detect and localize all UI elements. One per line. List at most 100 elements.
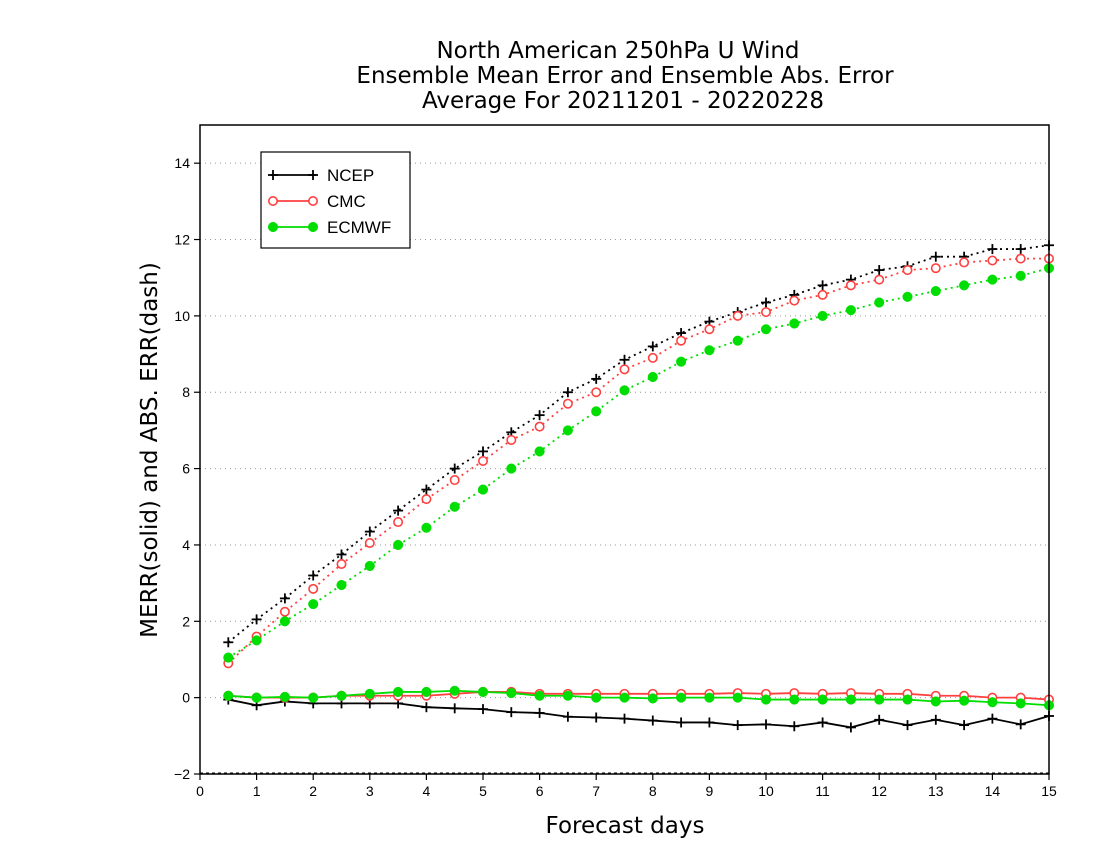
ecmwf-abs-error-point — [845, 305, 856, 316]
ecmwf-mean-error-point — [732, 692, 743, 703]
ncep-mean-error-line — [228, 698, 1050, 729]
ecmwf-abs-error-point — [393, 539, 404, 550]
ncep-mean-error-point — [421, 702, 432, 713]
ecmwf-mean-error-point — [591, 692, 602, 703]
cmc-abs-error-point — [676, 335, 687, 346]
ncep-mean-error-point — [591, 712, 602, 723]
ncep-abs-error-point — [223, 637, 234, 648]
ncep-mean-error-point — [902, 720, 913, 731]
x-tick-label: 7 — [592, 783, 600, 799]
chart-title: North American 250hPa U Wind Ensemble Me… — [356, 38, 894, 114]
ecmwf-abs-error-point — [930, 286, 941, 297]
ncep-abs-error-point — [364, 526, 375, 537]
ecmwf-mean-error-point — [1015, 698, 1026, 709]
ncep-abs-error-point — [987, 244, 998, 255]
ncep-abs-error-point — [761, 297, 771, 308]
series-layer — [223, 240, 1055, 733]
cmc-abs-error-point — [477, 455, 488, 466]
ncep-abs-error-line — [227, 244, 1050, 643]
ecmwf-abs-error-point — [817, 310, 828, 321]
ncep-mean-error-point — [1015, 719, 1026, 730]
y-tick-label: 4 — [182, 537, 190, 553]
ncep-mean-error-point — [732, 720, 743, 731]
ecmwf-abs-error-point — [562, 425, 573, 436]
cmc-abs-error-point — [930, 263, 941, 274]
ncep-mean-error-point — [478, 704, 488, 715]
cmc-abs-error-point — [562, 398, 573, 409]
cmc-abs-error-point — [336, 559, 347, 570]
ecmwf-abs-error-point — [251, 635, 262, 646]
ncep-abs-error-point — [534, 410, 545, 421]
ncep-mean-error-point — [845, 722, 856, 733]
ncep-abs-error-point — [421, 484, 432, 495]
y-tick-label: −2 — [174, 766, 190, 782]
ecmwf-mean-error-point — [619, 692, 630, 703]
ecmwf-abs-error-point — [760, 324, 772, 335]
ecmwf-mean-error-point — [676, 692, 687, 703]
x-tick-label: 8 — [649, 783, 657, 799]
ecmwf-mean-error-point — [789, 694, 800, 705]
legend-marker-cmc — [267, 196, 278, 207]
ecmwf-mean-error-point — [364, 688, 375, 699]
title-line-1: North American 250hPa U Wind — [436, 38, 799, 64]
cmc-abs-error-point — [704, 324, 715, 335]
ecmwf-mean-error-point — [959, 695, 970, 706]
legend-box — [260, 151, 411, 249]
ecmwf-abs-error-point — [732, 335, 743, 346]
legend-label-cmc: CMC — [327, 192, 366, 211]
x-tick-label: 12 — [871, 783, 887, 799]
ecmwf-mean-error-point — [336, 690, 347, 701]
ecmwf-mean-error-point — [308, 692, 319, 703]
cmc-abs-error-point — [647, 352, 658, 363]
legend-marker-cmc — [307, 196, 318, 207]
ncep-abs-error-point — [279, 593, 290, 604]
ncep-abs-error-point — [478, 446, 488, 457]
y-tick-label: 14 — [174, 155, 190, 171]
y-tick-label: 8 — [182, 384, 190, 400]
cmc-abs-error-point — [393, 517, 404, 528]
x-tick-label: 13 — [928, 783, 944, 799]
ncep-abs-error-point — [308, 570, 319, 581]
ecmwf-mean-error-point — [506, 688, 517, 699]
ncep-abs-error-point — [817, 280, 828, 291]
ncep-abs-error-point — [562, 387, 573, 398]
ecmwf-mean-error-point — [874, 694, 885, 705]
ecmwf-mean-error-point — [845, 694, 856, 705]
ecmwf-mean-error-point — [902, 694, 913, 705]
legend-label-ncep: NCEP — [327, 166, 374, 185]
cmc-abs-error-point — [279, 606, 290, 617]
cmc-abs-error-point — [789, 295, 800, 306]
ncep-mean-error-point — [789, 721, 800, 732]
y-tick-label: 12 — [174, 232, 190, 248]
ncep-mean-error-point — [619, 713, 630, 724]
ecmwf-abs-error-point — [591, 406, 602, 417]
x-axis: 0 1 2 3 4 5 6 7 8 9 10 11 12 13 14 15 — [196, 774, 1057, 799]
ncep-mean-error-point — [959, 720, 970, 731]
title-line-2: Ensemble Mean Error and Ensemble Abs. Er… — [356, 63, 894, 89]
legend-marker-ncep — [268, 170, 278, 180]
ecmwf-abs-error-point — [308, 599, 319, 610]
ecmwf-abs-error-line — [227, 267, 1050, 659]
ecmwf-abs-error-point — [619, 385, 630, 396]
ncep-mean-error-point — [817, 717, 828, 728]
x-tick-label: 11 — [815, 783, 830, 799]
ecmwf-abs-error-point — [647, 371, 658, 383]
ncep-abs-error-point — [591, 373, 602, 384]
x-tick-label: 10 — [758, 783, 774, 799]
y-tick-label: 6 — [182, 461, 190, 477]
ncep-abs-error-point — [930, 251, 941, 262]
cmc-abs-error-point — [1015, 253, 1026, 264]
legend-marker-ecmwf — [267, 221, 279, 233]
plot-frame — [199, 124, 1050, 775]
ecmwf-mean-error-point — [760, 694, 772, 705]
x-tick-label: 3 — [366, 783, 374, 799]
cmc-abs-error-point — [619, 364, 630, 375]
ncep-abs-error-point — [1015, 244, 1026, 255]
cmc-abs-error-point — [845, 280, 856, 291]
ncep-abs-error-point — [336, 549, 347, 560]
x-axis-label: Forecast days — [546, 813, 705, 839]
ncep-abs-error-point — [619, 354, 630, 365]
ecmwf-abs-error-point — [421, 522, 432, 533]
ecmwf-abs-error-point — [874, 297, 885, 308]
